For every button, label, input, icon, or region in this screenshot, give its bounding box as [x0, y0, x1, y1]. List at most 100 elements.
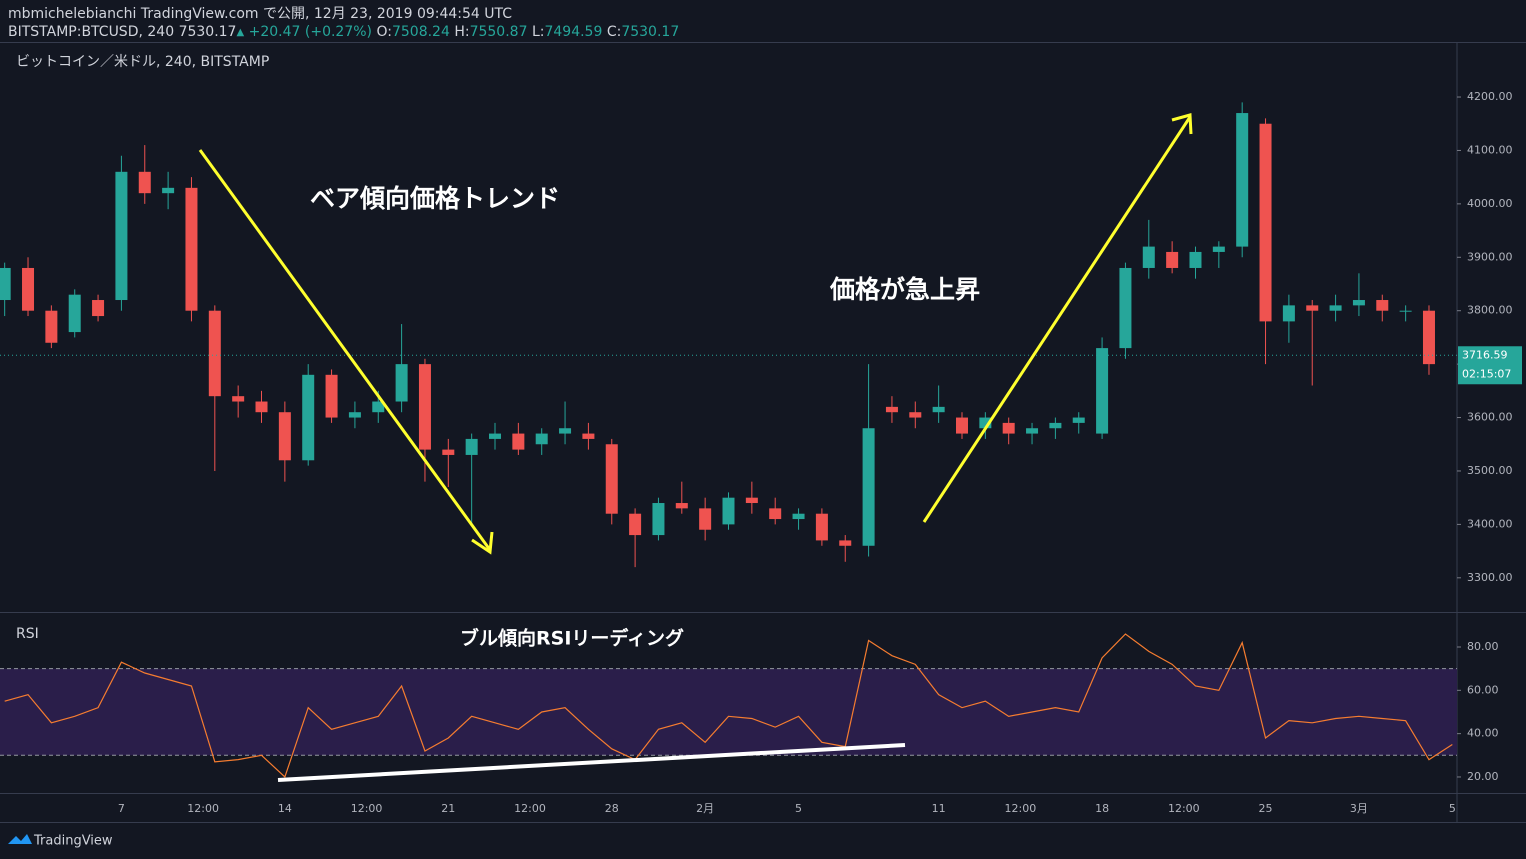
y-tick-label: 60.00: [1467, 683, 1499, 696]
candle-body: [372, 401, 385, 413]
x-tick-label: 12:00: [187, 802, 219, 815]
candle-body: [278, 412, 291, 461]
y-tick-label: 4200.00: [1467, 90, 1513, 103]
candle-body: [1329, 305, 1342, 311]
candle-body: [325, 374, 338, 418]
x-tick-label: 12:00: [1005, 802, 1037, 815]
candle-body: [45, 310, 58, 343]
candle-body: [348, 412, 361, 418]
y-tick-label: 20.00: [1467, 770, 1499, 783]
candle-body: [489, 433, 502, 439]
candle-body: [629, 513, 642, 536]
candle-body: [1119, 267, 1132, 349]
arrow: ▲: [236, 27, 244, 38]
candle-body: [395, 364, 408, 402]
candle-body: [1306, 305, 1319, 311]
candle-body: [442, 449, 455, 455]
candle-body: [232, 396, 245, 402]
candle-body: [512, 433, 525, 450]
candle-body: [418, 364, 431, 450]
rsi-title: RSI: [16, 626, 39, 642]
candle-body: [1352, 300, 1365, 306]
y-tick-label: 3900.00: [1467, 250, 1513, 263]
x-tick-label: 21: [441, 802, 455, 815]
candle-body: [22, 267, 35, 311]
candle-body: [769, 508, 782, 520]
x-tick-label: 12:00: [514, 802, 546, 815]
candle-body: [1026, 428, 1039, 434]
candle-body: [255, 401, 268, 413]
candle-body: [185, 187, 198, 311]
candle-body: [1072, 417, 1085, 423]
ohlc-label: H:: [454, 24, 469, 40]
candle-body: [932, 406, 945, 413]
change: +20.47 (+0.27%): [249, 24, 372, 40]
last-price-label: 3716.59: [1462, 348, 1508, 361]
ohlc-label: L:: [532, 24, 545, 40]
candle-body: [792, 513, 805, 520]
annotation: 価格が急上昇: [829, 275, 980, 304]
candle-body: [92, 300, 105, 317]
x-tick-label: 12:00: [1168, 802, 1200, 815]
candle-body: [815, 513, 828, 541]
last: 7530.17: [179, 24, 237, 40]
x-tick-label: 5: [1449, 802, 1456, 815]
candle-body: [559, 428, 572, 434]
candle-body: [465, 438, 478, 455]
candle-body: [1399, 310, 1412, 312]
bear-arrow-head: [471, 531, 494, 555]
y-tick-label: 80.00: [1467, 640, 1499, 653]
y-tick-label: 3600.00: [1467, 411, 1513, 424]
x-tick-label: 18: [1095, 802, 1109, 815]
pane-title: ビットコイン／米ドル, 240, BITSTAMP: [16, 54, 269, 70]
candle-body: [138, 171, 151, 194]
candle-body: [979, 417, 992, 429]
y-tick-label: 3800.00: [1467, 304, 1513, 317]
x-tick-label: 11: [932, 802, 946, 815]
candle-body: [909, 412, 922, 418]
candle-body: [885, 406, 898, 413]
candle-body: [1212, 246, 1225, 252]
candle-body: [1282, 305, 1295, 322]
x-tick-label: 28: [605, 802, 619, 815]
ohlc-value: 7494.59: [544, 24, 602, 40]
x-tick-label: 2月: [696, 802, 714, 815]
candle-body: [699, 508, 712, 530]
ohlc-value: 7530.17: [621, 24, 679, 40]
candle-body: [862, 428, 875, 546]
x-tick-label: 14: [278, 802, 292, 815]
ohlc-value: 7508.24: [392, 24, 450, 40]
candle-body: [1002, 422, 1015, 434]
candle-body: [1049, 422, 1062, 429]
x-tick-label: 5: [795, 802, 802, 815]
candle-body: [745, 497, 758, 504]
x-tick-label: 12:00: [351, 802, 383, 815]
candle-body: [1096, 348, 1109, 434]
y-tick-label: 40.00: [1467, 727, 1499, 740]
x-tick-label: 7: [118, 802, 125, 815]
rsi-band: [0, 668, 1457, 756]
candle-body: [652, 503, 665, 536]
candle-body: [208, 310, 221, 397]
x-tick-label: 3月: [1350, 802, 1368, 815]
y-tick-label: 3400.00: [1467, 517, 1513, 530]
bear-arrow: [198, 149, 492, 551]
candle-body: [1166, 251, 1179, 268]
surge-arrow: [922, 116, 1192, 523]
candle-body: [955, 417, 968, 434]
header-line1: mbmichelebianchi TradingView.com で公開, 12…: [8, 6, 512, 22]
candle-body: [115, 171, 128, 301]
candle-body: [535, 433, 548, 445]
y-tick-label: 4100.00: [1467, 143, 1513, 156]
y-tick-label: 4000.00: [1467, 197, 1513, 210]
candle-body: [1142, 246, 1155, 268]
x-tick-label: 25: [1259, 802, 1273, 815]
last-price-box: [1458, 346, 1522, 385]
candle-body: [302, 374, 315, 461]
ohlc-value: 7550.87: [470, 24, 528, 40]
candle-body: [1236, 113, 1249, 247]
countdown-label: 02:15:07: [1462, 367, 1511, 380]
logo: [8, 834, 32, 844]
header-line2: BITSTAMP:BTCUSD, 240 7530.17▲ +20.47 (+0…: [8, 24, 679, 40]
y-tick-label: 3500.00: [1467, 464, 1513, 477]
